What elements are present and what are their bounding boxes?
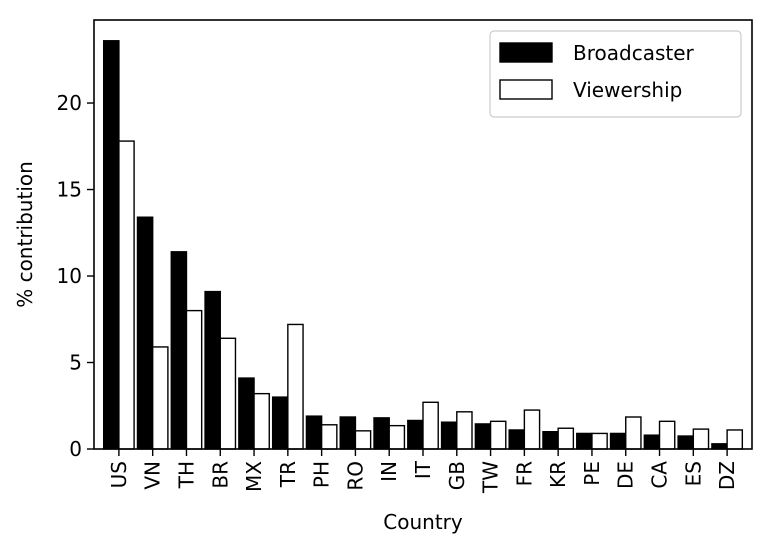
bar-broadcaster-ro: [339, 416, 357, 450]
bar-viewership-it: [422, 401, 439, 450]
bar-broadcaster-pe: [576, 432, 593, 450]
y-tick-label-5: 5: [69, 351, 82, 375]
bar-viewership-mx: [253, 392, 270, 450]
bar-broadcaster-ph: [305, 415, 323, 450]
y-tick-label-20: 20: [57, 91, 82, 115]
bar-broadcaster-gb: [440, 421, 458, 450]
bar-broadcaster-in: [373, 417, 390, 450]
bar-broadcaster-es: [677, 435, 695, 450]
x-tick-label-ro: RO: [343, 461, 367, 491]
bar-viewership-gb: [456, 411, 473, 450]
bar-broadcaster-tr: [271, 396, 289, 450]
y-axis-title: % contribution: [13, 161, 37, 308]
bar-viewership-tr: [287, 323, 304, 450]
x-axis-ticks: US VN TH BR MX TR PH RO IN IT GB TW FR KR PE DE CA ES DZ: [107, 449, 739, 494]
x-tick-label-de: DE: [614, 461, 638, 489]
bar-viewership-tw: [489, 420, 507, 450]
legend-label-broadcaster: Broadcaster: [573, 41, 695, 65]
y-tick-label-10: 10: [57, 264, 82, 288]
x-tick-label-gb: GB: [445, 461, 469, 490]
x-tick-label-ph: PH: [310, 461, 334, 488]
bar-broadcaster-br: [204, 290, 221, 450]
bar-broadcaster-us: [102, 40, 120, 450]
bar-viewership-br: [219, 337, 237, 450]
x-tick-label-in: IN: [377, 461, 401, 482]
bar-viewership-vn: [151, 346, 169, 450]
bar-broadcaster-tw: [474, 423, 492, 450]
x-tick-label-mx: MX: [242, 461, 266, 492]
bar-broadcaster-kr: [542, 431, 559, 450]
bar-viewership-ca: [658, 420, 676, 450]
x-tick-label-tr: TR: [276, 461, 300, 488]
x-tick-label-br: BR: [208, 461, 232, 489]
bar-viewership-de: [625, 416, 642, 450]
x-axis-title: Country: [383, 510, 463, 534]
x-tick-label-ca: CA: [648, 461, 672, 489]
legend-label-viewership: Viewership: [573, 78, 682, 102]
bar-broadcaster-ca: [643, 434, 661, 450]
bar-broadcaster-th: [170, 251, 188, 450]
x-tick-label-es: ES: [681, 461, 705, 486]
bar-viewership-dz: [726, 429, 744, 450]
bar-viewership-us: [118, 140, 135, 450]
x-tick-label-th: TH: [174, 461, 198, 489]
x-tick-label-vn: VN: [141, 461, 165, 490]
bar-viewership-es: [692, 428, 710, 450]
x-tick-label-tw: TW: [479, 461, 503, 494]
y-tick-label-0: 0: [69, 437, 82, 461]
legend-box: [489, 30, 742, 118]
bar-viewership-fr: [523, 409, 541, 450]
legend-swatch-viewership: [499, 79, 553, 100]
bar-broadcaster-mx: [238, 377, 255, 450]
plot-frame: [93, 19, 753, 450]
bar-broadcaster-vn: [136, 216, 154, 450]
x-tick-label-it: IT: [411, 460, 435, 479]
bar-broadcaster-it: [407, 419, 424, 450]
bar-viewership-pe: [591, 432, 608, 450]
legend: Broadcaster Viewership: [489, 30, 742, 118]
bar-viewership-th: [185, 309, 203, 450]
bar-broadcaster-de: [609, 432, 627, 450]
x-tick-label-us: US: [107, 461, 131, 488]
x-tick-label-kr: KR: [546, 461, 570, 488]
x-tick-label-fr: FR: [512, 461, 536, 487]
bar-viewership-ph: [320, 424, 338, 450]
y-tick-label-15: 15: [57, 178, 82, 202]
bars-layer: [102, 40, 744, 450]
bar-viewership-kr: [557, 427, 575, 450]
x-tick-label-pe: PE: [580, 461, 604, 486]
bar-viewership-ro: [354, 430, 372, 450]
legend-swatch-broadcaster: [499, 42, 553, 63]
bar-broadcaster-fr: [508, 429, 526, 450]
y-axis-ticks: 0 5 10 15 20: [57, 91, 94, 461]
bar-viewership-in: [388, 424, 406, 450]
x-tick-label-dz: DZ: [715, 461, 739, 490]
